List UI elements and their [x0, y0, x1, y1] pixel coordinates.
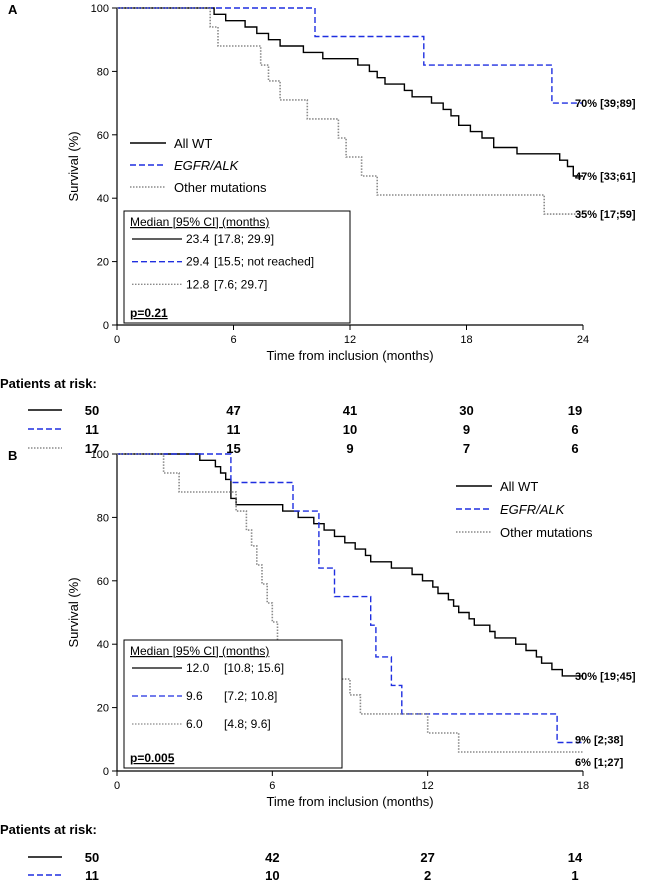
- legend-label: All WT: [500, 479, 538, 494]
- at-risk-title: Patients at risk:: [0, 822, 97, 837]
- y-tick-label: 80: [97, 66, 109, 78]
- y-tick-label: 20: [97, 257, 109, 269]
- series-end-label: 30% [19;45]: [575, 671, 636, 683]
- at-risk-count: 11: [85, 422, 99, 437]
- x-tick-label: 12: [344, 334, 356, 346]
- y-tick-label: 60: [97, 576, 109, 588]
- at-risk-count: 50: [85, 850, 99, 865]
- x-tick-label: 6: [230, 334, 236, 346]
- median-value: 12.0: [186, 661, 210, 675]
- series-line-3: [117, 7, 583, 215]
- median-box: [123, 210, 351, 324]
- median-ci: [15.5; not reached]: [214, 255, 314, 269]
- series-line-2: [117, 453, 583, 744]
- at-risk-count: 47: [226, 403, 240, 418]
- median-value: 23.4: [186, 232, 210, 246]
- y-axis-label: Survival (%): [66, 131, 81, 201]
- legend-label: All WT: [174, 136, 212, 151]
- series-end-label: 35% [17;59]: [575, 209, 636, 221]
- y-tick-label: 0: [103, 320, 109, 332]
- series-end-label: 6% [1;27]: [575, 757, 624, 769]
- at-risk-count: 10: [343, 422, 357, 437]
- series-end-label: 47% [33;61]: [575, 171, 636, 183]
- y-tick-label: 20: [97, 703, 109, 715]
- at-risk-count: 9: [346, 441, 353, 456]
- at-risk-count: 11: [85, 868, 99, 881]
- at-risk-count: 10: [265, 868, 279, 881]
- at-risk-count: 19: [568, 403, 582, 418]
- at-risk-count: 6: [571, 422, 578, 437]
- y-tick-label: 100: [91, 3, 109, 15]
- median-value: 12.8: [186, 277, 210, 291]
- at-risk-count: 1: [571, 868, 578, 881]
- panel-label: B: [8, 448, 17, 463]
- x-tick-label: 12: [422, 780, 434, 792]
- y-axis-label: Survival (%): [66, 577, 81, 647]
- y-tick-label: 100: [91, 449, 109, 461]
- median-value: 6.0: [186, 717, 203, 731]
- legend-label: Other mutations: [500, 525, 593, 540]
- at-risk-count: 6: [571, 441, 578, 456]
- at-risk-title: Patients at risk:: [0, 376, 97, 391]
- p-value: p=0.21: [130, 306, 168, 320]
- at-risk-count: 42: [265, 850, 279, 865]
- median-value: 29.4: [186, 255, 210, 269]
- y-tick-label: 40: [97, 193, 109, 205]
- x-tick-label: 0: [114, 334, 120, 346]
- legend-label: EGFR/ALK: [174, 158, 240, 173]
- at-risk-count: 7: [463, 441, 470, 456]
- panel-label: A: [8, 2, 18, 17]
- at-risk-count: 2: [424, 868, 431, 881]
- series-line-2: [117, 7, 583, 104]
- p-value: p=0.005: [130, 751, 175, 765]
- x-tick-label: 18: [460, 334, 472, 346]
- median-ci: [17.8; 29.9]: [214, 232, 274, 246]
- median-box-title: Median [95% CI] (months): [130, 215, 269, 229]
- x-tick-label: 18: [577, 780, 589, 792]
- series-end-label: 9% [2;38]: [575, 734, 624, 746]
- median-box-title: Median [95% CI] (months): [130, 644, 269, 658]
- at-risk-count: 50: [85, 403, 99, 418]
- at-risk-count: 14: [568, 850, 583, 865]
- x-tick-label: 0: [114, 780, 120, 792]
- median-box: [123, 639, 343, 769]
- at-risk-count: 30: [459, 403, 473, 418]
- at-risk-count: 41: [343, 403, 357, 418]
- y-tick-label: 60: [97, 130, 109, 142]
- x-tick-label: 24: [577, 334, 589, 346]
- median-value: 9.6: [186, 689, 203, 703]
- median-ci: [7.2; 10.8]: [224, 689, 277, 703]
- median-ci: [7.6; 29.7]: [214, 277, 267, 291]
- chart-panel-a: A 0 20 40 60 80 100 0 6 12 18 24 Time from inclusion…: [0, 2, 636, 456]
- series-line-1: [117, 7, 583, 177]
- median-ci: [10.8; 15.6]: [224, 661, 284, 675]
- at-risk-count: 15: [226, 441, 240, 456]
- legend-label: Other mutations: [174, 180, 267, 195]
- x-tick-label: 6: [269, 780, 275, 792]
- at-risk-count: 27: [420, 850, 434, 865]
- x-axis-label: Time from inclusion (months): [266, 794, 433, 809]
- y-tick-label: 0: [103, 766, 109, 778]
- at-risk-count: 11: [227, 422, 241, 437]
- legend-label: EGFR/ALK: [500, 502, 566, 517]
- y-tick-label: 80: [97, 512, 109, 524]
- series-line-1: [117, 453, 583, 677]
- at-risk-count: 9: [463, 422, 470, 437]
- x-axis-label: Time from inclusion (months): [266, 348, 433, 363]
- series-end-label: 70% [39;89]: [575, 98, 636, 110]
- median-ci: [4.8; 9.6]: [224, 717, 271, 731]
- y-tick-label: 40: [97, 639, 109, 651]
- at-risk-count: 17: [85, 441, 99, 456]
